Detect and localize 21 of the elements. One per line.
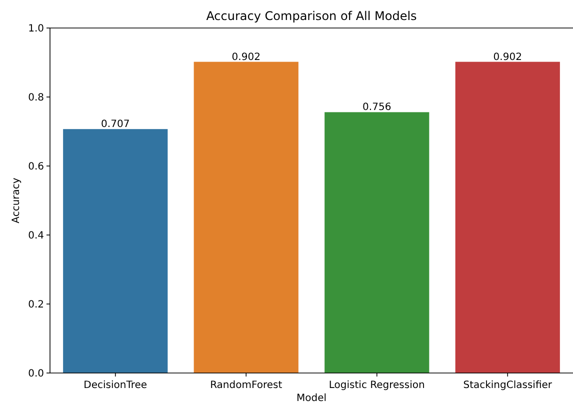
y-tick-label: 0.0 (28, 368, 44, 380)
data-label: 0.902 (232, 52, 260, 63)
y-tick-label: 0.6 (28, 162, 44, 172)
y-tick-label: 0.4 (28, 230, 44, 242)
y-tick-label: 0.8 (28, 92, 44, 104)
bar (194, 62, 298, 373)
data-label: 0.756 (362, 102, 392, 114)
x-tick-label: DecisionTree (84, 380, 148, 391)
bar (324, 112, 430, 373)
x-tick-label: Logistic Regression (328, 380, 425, 391)
y-tick-label: 1.0 (28, 24, 44, 34)
bar (63, 129, 168, 373)
chart-title: Accuracy Comparison of All Models (206, 9, 417, 23)
x-axis-title: Model (296, 393, 327, 402)
y-tick-label: 0.2 (28, 300, 44, 310)
bar (455, 62, 560, 373)
data-label: 0.707 (101, 119, 130, 130)
x-tick-label: StackingClassifier (463, 380, 553, 391)
data-label: 0.902 (493, 52, 522, 63)
y-axis-title: Accuracy (11, 178, 22, 224)
x-tick-label: RandomForest (210, 380, 282, 391)
